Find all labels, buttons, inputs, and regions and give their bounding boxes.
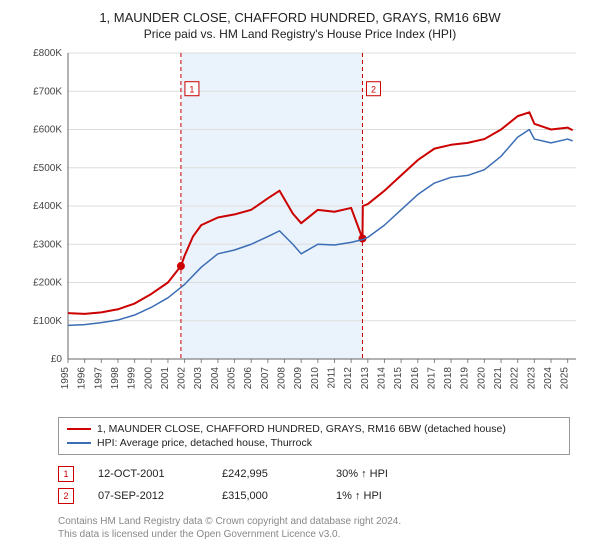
x-tick-label: 2007 <box>260 367 271 390</box>
x-tick-label: 2003 <box>193 367 204 390</box>
chart-svg: £0 £100K £200K £300K £400K £500K £600K £700K £80… <box>20 47 580 407</box>
footer-line2: This data is licensed under the Open Gov… <box>58 528 570 541</box>
x-tick-label: 2012 <box>343 367 354 390</box>
x-tick-label: 2016 <box>410 367 421 390</box>
x-tick-label: 2008 <box>277 367 288 390</box>
x-tick-label: 2015 <box>393 367 404 390</box>
event-badge: 1 <box>189 85 194 95</box>
y-tick-label: £0 <box>51 354 63 365</box>
y-tick-label: £300K <box>33 239 62 250</box>
footer: Contains HM Land Registry data © Crown c… <box>58 515 570 541</box>
x-tick-label: 1999 <box>127 367 138 390</box>
price-chart: £0 £100K £200K £300K £400K £500K £600K £700K £80… <box>20 47 580 407</box>
x-tick-label: 2002 <box>177 367 188 390</box>
legend-label: HPI: Average price, detached house, Thur… <box>97 437 312 449</box>
event-badge: 2 <box>371 85 376 95</box>
footer-line1: Contains HM Land Registry data © Crown c… <box>58 515 570 528</box>
x-tick-label: 2019 <box>460 367 471 390</box>
y-tick-label: £800K <box>33 48 62 59</box>
x-tick-label: 2018 <box>443 367 454 390</box>
event-row: 1 12-OCT-2001 £242,995 30% ↑ HPI <box>58 463 570 485</box>
y-tick-label: £500K <box>33 163 62 174</box>
x-tick-label: 2009 <box>293 367 304 390</box>
legend-swatch <box>67 442 91 444</box>
event-badge: 1 <box>58 466 74 482</box>
y-tick-label: £700K <box>33 86 62 97</box>
x-tick-label: 2013 <box>360 367 371 390</box>
x-tick-label: 2020 <box>476 367 487 390</box>
x-tick-label: 1996 <box>77 367 88 390</box>
x-tick-label: 2025 <box>560 367 571 390</box>
x-tick-label: 2022 <box>510 367 521 390</box>
y-tick-label: £100K <box>33 316 62 327</box>
x-tick-label: 2017 <box>426 367 437 390</box>
x-tick-label: 2021 <box>493 367 504 390</box>
x-tick-label: 2014 <box>376 367 387 390</box>
legend-label: 1, MAUNDER CLOSE, CHAFFORD HUNDRED, GRAY… <box>97 423 506 435</box>
event-badge: 2 <box>58 488 74 504</box>
legend-item: HPI: Average price, detached house, Thur… <box>67 436 561 450</box>
page-title-line1: 1, MAUNDER CLOSE, CHAFFORD HUNDRED, GRAY… <box>10 10 590 25</box>
x-tick-label: 1997 <box>93 367 104 390</box>
x-tick-label: 2023 <box>526 367 537 390</box>
x-tick-label: 2004 <box>210 367 221 390</box>
x-tick-label: 2024 <box>543 367 554 390</box>
x-tick-label: 1995 <box>60 367 71 390</box>
event-date: 12-OCT-2001 <box>98 468 198 480</box>
event-price: £315,000 <box>222 490 312 502</box>
x-tick-label: 2001 <box>160 367 171 390</box>
legend-item: 1, MAUNDER CLOSE, CHAFFORD HUNDRED, GRAY… <box>67 422 561 436</box>
page-title-line2: Price paid vs. HM Land Registry's House … <box>10 27 590 41</box>
event-row: 2 07-SEP-2012 £315,000 1% ↑ HPI <box>58 485 570 507</box>
x-tick-label: 2005 <box>227 367 238 390</box>
x-tick-label: 1998 <box>110 367 121 390</box>
event-price: £242,995 <box>222 468 312 480</box>
x-tick-label: 2000 <box>143 367 154 390</box>
y-tick-label: £200K <box>33 278 62 289</box>
event-delta: 1% ↑ HPI <box>336 490 382 502</box>
events-table: 1 12-OCT-2001 £242,995 30% ↑ HPI 2 07-SEP-201… <box>58 463 570 507</box>
x-tick-label: 2006 <box>243 367 254 390</box>
legend: 1, MAUNDER CLOSE, CHAFFORD HUNDRED, GRAY… <box>58 417 570 455</box>
event-delta: 30% ↑ HPI <box>336 468 388 480</box>
y-tick-label: £400K <box>33 201 62 212</box>
event-date: 07-SEP-2012 <box>98 490 198 502</box>
y-tick-label: £600K <box>33 125 62 136</box>
legend-swatch <box>67 428 91 430</box>
x-tick-label: 2010 <box>310 367 321 390</box>
x-tick-label: 2011 <box>326 367 337 389</box>
